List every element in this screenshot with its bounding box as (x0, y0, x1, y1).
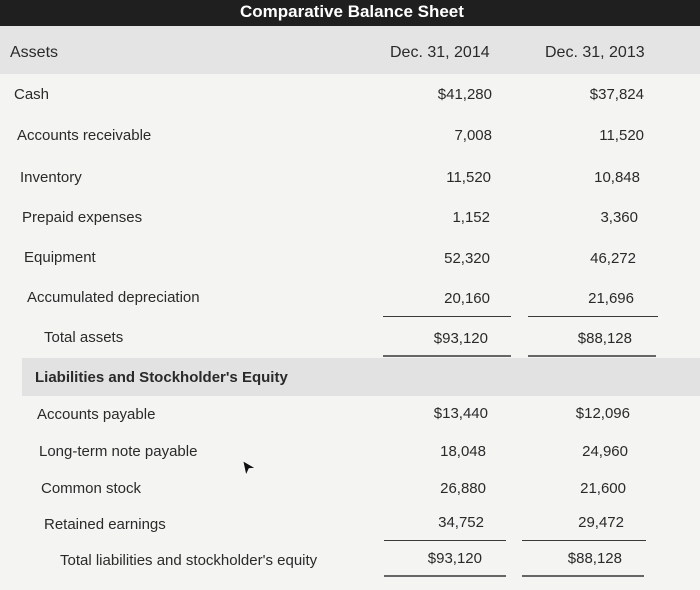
value-2013: 29,472 (578, 514, 624, 531)
row-label: Total liabilities and stockholder's equi… (60, 552, 318, 569)
row-label: Equipment (24, 249, 96, 266)
row-label: Retained earnings (44, 516, 166, 533)
value-2013: 3,360 (600, 209, 638, 226)
value-2014: 11,520 (446, 169, 491, 186)
value-2013: 10,848 (594, 169, 640, 186)
value-2014: $13,440 (433, 405, 488, 422)
row-label: Common stock (41, 480, 142, 497)
value-2014: 52,320 (444, 250, 490, 267)
subtotal-rule-2013 (522, 540, 646, 541)
row-label: Accounts payable (37, 406, 156, 423)
value-2013: $88,128 (577, 330, 632, 347)
value-2014: 26,880 (440, 480, 486, 497)
value-2014: 34,752 (438, 514, 484, 531)
value-2013: $37,824 (589, 86, 644, 103)
title-bar: Comparative Balance Sheet (0, 0, 700, 26)
sheet-title: Comparative Balance Sheet (240, 2, 464, 21)
row-label: Accumulated depreciation (27, 289, 200, 306)
value-2013: 11,520 (599, 127, 644, 144)
total-rule-2014 (383, 355, 511, 357)
value-2014: $41,280 (437, 86, 492, 103)
header-band (0, 26, 700, 74)
value-2013: $88,128 (567, 550, 622, 567)
section-band (22, 358, 700, 396)
subtotal-rule-2013 (528, 316, 658, 317)
value-2014: $93,120 (427, 550, 482, 567)
row-label: Cash (14, 86, 50, 103)
row-label: Total assets (44, 329, 124, 346)
row-label: Long-term note payable (39, 443, 198, 460)
assets-header: Assets (10, 44, 59, 61)
mouse-pointer-icon (242, 460, 256, 476)
subtotal-rule-2014 (384, 540, 506, 541)
column-header-2013: Dec. 31, 2013 (545, 44, 645, 61)
row-label: Inventory (20, 169, 82, 186)
value-2014: 18,048 (440, 443, 486, 460)
value-2013: 21,600 (580, 480, 626, 497)
subtotal-rule-2014 (383, 316, 511, 317)
value-2014: 7,008 (454, 127, 492, 144)
value-2013: 21,696 (588, 290, 634, 307)
value-2013: $12,096 (575, 405, 630, 422)
value-2014: 20,160 (444, 290, 490, 307)
value-2014: $93,120 (433, 330, 488, 347)
value-2013: 24,960 (582, 443, 628, 460)
row-label: Prepaid expenses (22, 209, 143, 226)
column-header-2014: Dec. 31, 2014 (390, 44, 490, 61)
row-label: Accounts receivable (17, 127, 152, 144)
total-rule-2013 (522, 575, 644, 577)
value-2014: 1,152 (452, 209, 490, 226)
value-2013: 46,272 (590, 250, 636, 267)
total-rule-2013 (528, 355, 656, 357)
liabilities-heading: Liabilities and Stockholder's Equity (35, 369, 288, 386)
total-rule-2014 (384, 575, 506, 577)
